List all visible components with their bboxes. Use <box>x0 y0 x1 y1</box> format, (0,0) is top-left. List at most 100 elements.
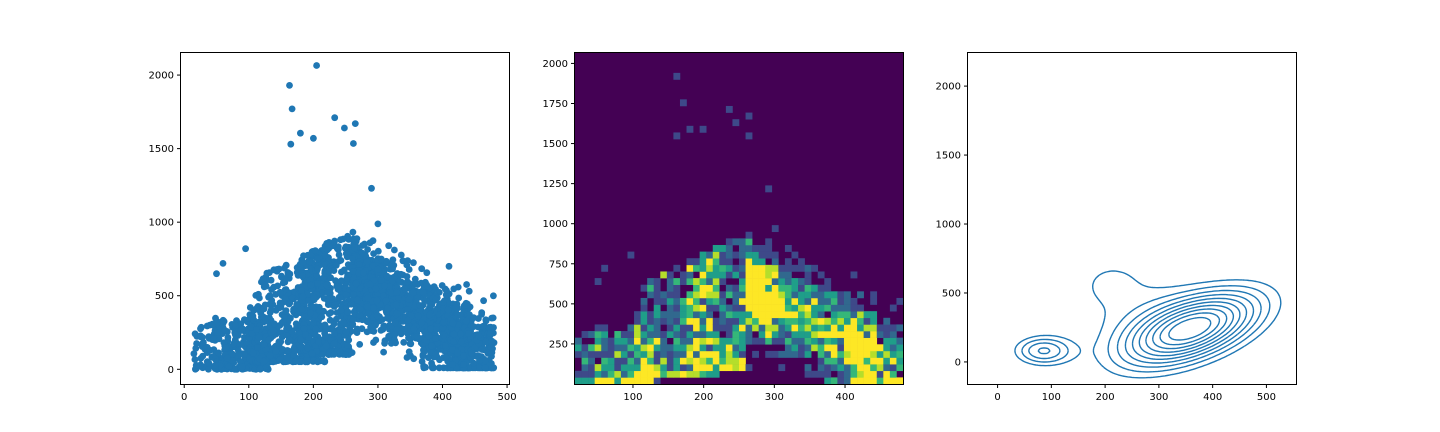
hist2d-cell <box>883 324 891 332</box>
hist2d-cell <box>647 324 655 332</box>
hist2d-cell <box>660 271 668 279</box>
hist2d-cell <box>765 264 773 272</box>
scatter-point <box>232 331 239 339</box>
hist2d-cell <box>699 324 707 332</box>
hist2d-cell <box>850 344 858 352</box>
scatter-point <box>388 289 395 297</box>
hist2d-cell <box>673 284 681 292</box>
kde-ytick-label: 0 <box>955 357 961 368</box>
scatter-point <box>221 327 229 334</box>
hist2d-cell <box>686 271 694 279</box>
hist2d-cell <box>811 284 819 292</box>
scatter-point <box>297 336 305 344</box>
hist2d-cell <box>712 271 720 279</box>
hist2d-cell <box>850 370 858 378</box>
scatter-point <box>335 251 343 259</box>
scatter-point <box>304 297 312 304</box>
scatter-point <box>392 301 400 309</box>
hist2d-cell <box>778 350 786 358</box>
hist2d-cell <box>614 331 622 338</box>
hist2d-cell <box>653 311 661 319</box>
scatter-point <box>319 351 326 358</box>
hist2d-cell <box>804 317 812 325</box>
hist2d-cell <box>732 271 740 279</box>
hist2d-cell <box>745 337 753 345</box>
scatter-point <box>229 350 237 358</box>
hist2d-cell <box>811 304 819 312</box>
hist2d-cell <box>771 331 779 338</box>
hist2d-cell <box>601 344 609 352</box>
hist2d-cell <box>693 284 700 292</box>
hist2d-cell <box>640 311 648 319</box>
scatter-point <box>337 307 345 314</box>
scatter-xtick-label: 0 <box>181 392 187 403</box>
hist2d-cell <box>620 370 628 378</box>
hist2d-cell <box>791 278 799 285</box>
hist2d-cell <box>693 304 700 312</box>
hist2d-cell <box>706 370 714 378</box>
hist2d-xtick-label: 300 <box>765 392 784 403</box>
hist2d-cell <box>837 377 845 385</box>
hist2d-cell <box>719 258 727 266</box>
hist2d-cell <box>817 297 825 305</box>
hist2d-cell <box>830 291 838 299</box>
hist2d-cell <box>725 271 733 279</box>
hist2d-cell <box>824 344 832 352</box>
hist2d-cell <box>804 364 812 372</box>
scatter-points <box>190 62 498 373</box>
hist2d-cell <box>896 337 904 345</box>
hist2d-cell <box>640 304 648 312</box>
hist2d-cell <box>588 357 595 365</box>
scatter-point <box>283 354 291 361</box>
scatter-point <box>355 269 362 277</box>
hist2d-cell <box>673 357 681 365</box>
scatter-point <box>374 247 382 255</box>
hist2d-cell <box>699 317 707 325</box>
scatter-point <box>455 321 462 329</box>
scatter-point <box>378 277 385 284</box>
hist2d-cell <box>725 311 733 319</box>
hist2d-cell <box>725 284 733 292</box>
hist2d-cell <box>791 337 799 345</box>
scatter-point <box>381 339 388 347</box>
hist2d-cell <box>863 344 871 352</box>
hist2d-cell <box>653 297 661 305</box>
scatter-point <box>298 272 306 280</box>
hist2d-cell <box>640 370 648 378</box>
hist2d-cell <box>778 331 786 338</box>
hist2d-cell <box>739 297 746 305</box>
scatter-point <box>292 357 300 365</box>
hist2d-cell <box>778 264 786 272</box>
scatter-point <box>256 294 263 302</box>
hist2d-cell <box>732 291 740 299</box>
hist2d-cell <box>752 258 759 266</box>
hist2d-cell <box>601 264 609 272</box>
hist2d-ticks: 100 200 300 400 250 500 750 1000 1250 1500 1750 200… <box>543 59 855 403</box>
scatter-point <box>278 272 285 280</box>
hist2d-cell <box>870 350 878 358</box>
hist2d-cell <box>706 278 714 285</box>
hist2d-cell <box>653 350 661 358</box>
hist2d-cell <box>752 244 759 252</box>
scatter-point <box>485 324 493 331</box>
hist2d-cell <box>679 344 687 352</box>
hist2d-cell <box>771 225 779 233</box>
hist2d-cell <box>594 364 602 372</box>
hist2d-cell <box>758 264 766 272</box>
hist2d-cell <box>666 271 674 279</box>
scatter-point <box>285 300 293 308</box>
scatter-point <box>353 296 361 304</box>
hist2d-cell <box>824 317 832 325</box>
hist2d-cell <box>784 317 792 325</box>
hist2d-cell <box>791 350 799 358</box>
hist2d-cell <box>830 331 838 338</box>
hist2d-cell <box>752 251 759 259</box>
scatter-point <box>368 184 375 192</box>
hist2d-cell <box>653 331 661 338</box>
hist2d-cell <box>745 284 753 292</box>
hist2d-cell <box>588 364 595 372</box>
hist2d-cell <box>725 244 733 252</box>
hist2d-cell <box>824 331 832 338</box>
hist2d-cell <box>857 304 864 312</box>
hist2d-cell <box>745 264 753 272</box>
